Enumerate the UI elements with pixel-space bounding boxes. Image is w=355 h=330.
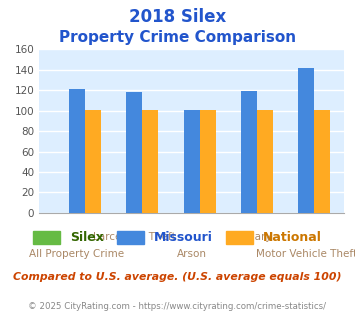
Bar [69,89,85,213]
Text: © 2025 CityRating.com - https://www.cityrating.com/crime-statistics/: © 2025 CityRating.com - https://www.city… [28,302,327,311]
Text: 2018 Silex: 2018 Silex [129,8,226,26]
Text: Burglary: Burglary [227,232,271,242]
Text: Property Crime Comparison: Property Crime Comparison [59,30,296,45]
Text: Compared to U.S. average. (U.S. average equals 100): Compared to U.S. average. (U.S. average … [13,272,342,282]
Bar [142,110,158,213]
Bar [85,110,101,213]
Text: Larceny & Theft: Larceny & Theft [93,232,176,242]
Text: Motor Vehicle Theft: Motor Vehicle Theft [256,249,355,259]
Text: Arson: Arson [177,249,207,259]
Bar [241,91,257,213]
Bar [126,92,142,213]
Legend: Silex, Missouri, National: Silex, Missouri, National [28,226,327,249]
Text: All Property Crime: All Property Crime [29,249,125,259]
Bar [315,110,331,213]
Bar [298,68,315,213]
Bar [257,110,273,213]
Bar [184,110,200,213]
Bar [200,110,216,213]
